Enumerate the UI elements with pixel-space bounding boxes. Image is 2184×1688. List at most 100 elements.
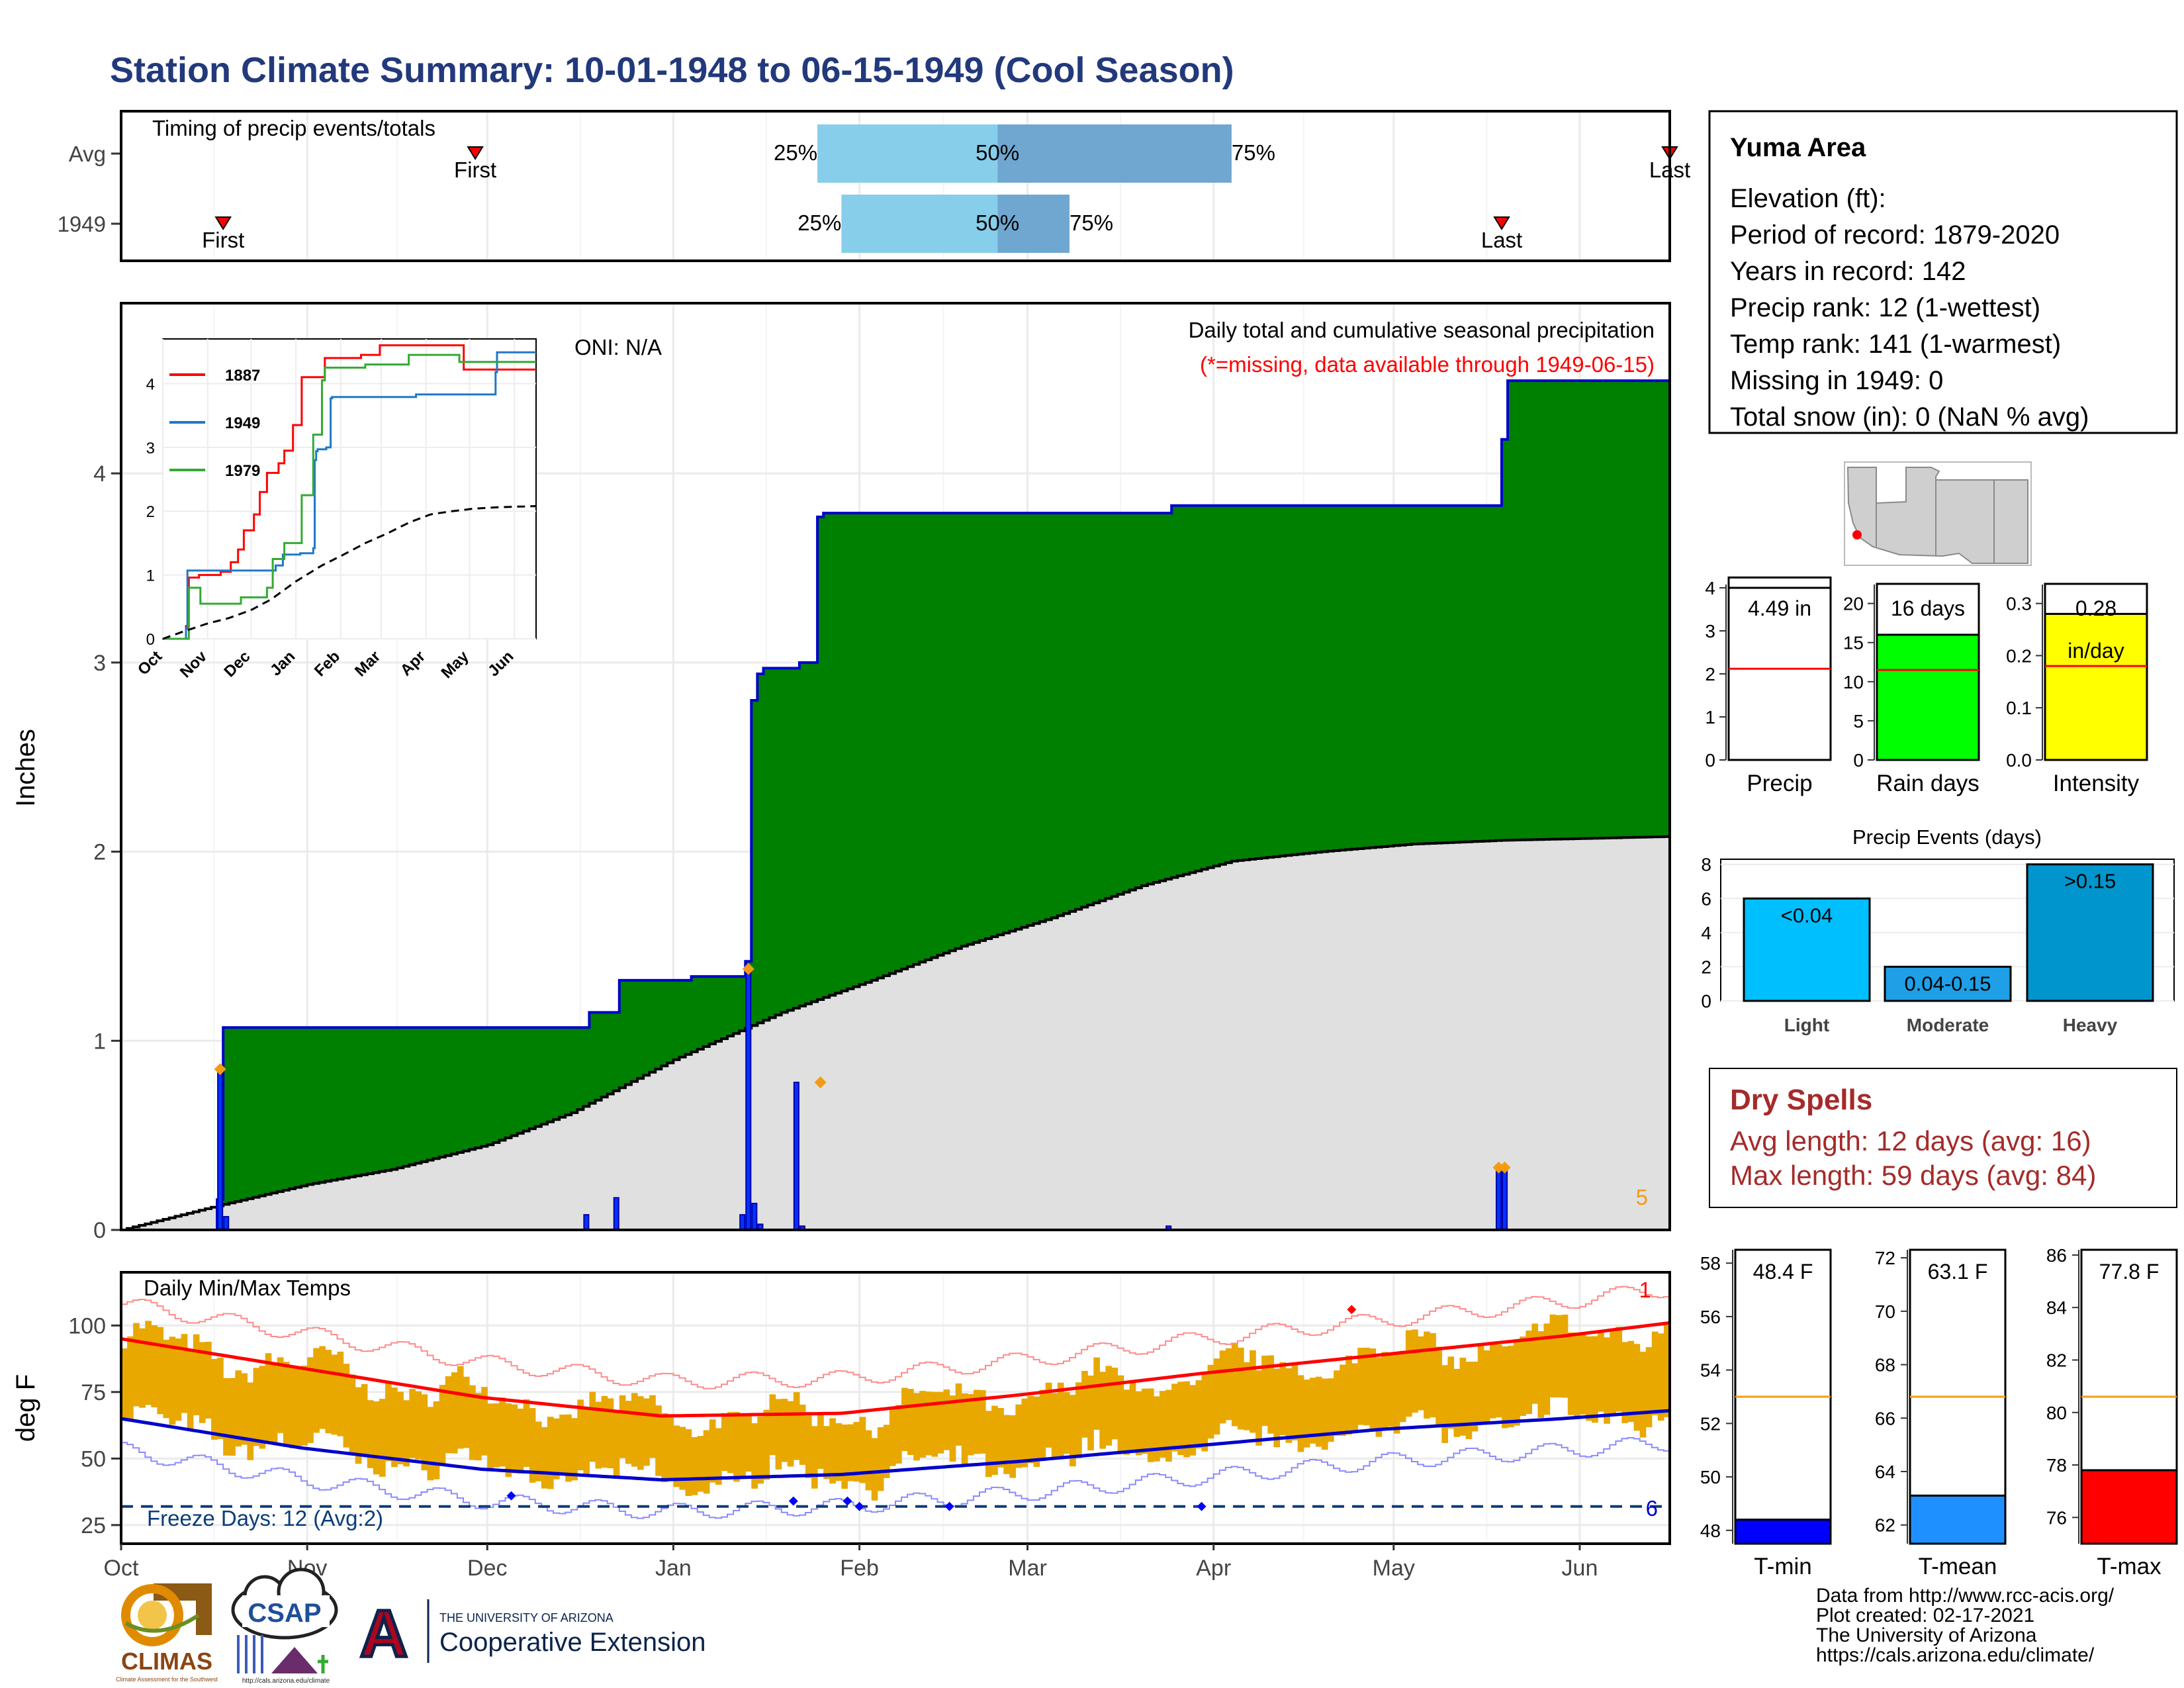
daily-temp-range-bar <box>835 1423 842 1481</box>
daily-temp-range-bar <box>1135 1391 1142 1456</box>
csap-logo: CSAP http://cals.arizona.edu/climate <box>231 1568 338 1685</box>
precip-y-tick-label: 0 <box>93 1218 106 1243</box>
daily-temp-range-bar <box>871 1438 878 1501</box>
daily-temp-range-bar <box>1621 1342 1629 1423</box>
daily-temp-range-bar <box>1663 1325 1670 1417</box>
quartile-band-25-50 <box>841 195 998 253</box>
daily-temp-range-bar <box>505 1403 512 1477</box>
missing-data-note: (*=missing, data available through 1949-… <box>1200 352 1655 377</box>
temp-bar-y-tick-label: 72 <box>1875 1248 1895 1268</box>
daily-temp-range-bar <box>1003 1415 1010 1474</box>
precip-panel: 0 1 2 3 4 Inches ONI: N/A Daily total and cu… <box>11 302 1671 1243</box>
daily-temp-range-bar <box>781 1399 788 1462</box>
daily-temp-range-bar <box>721 1413 728 1472</box>
inset-y-tick-label: 2 <box>146 503 155 521</box>
daily-temp-range-bar <box>367 1400 374 1468</box>
summary-y-tick-label: 0.0 <box>2006 750 2032 771</box>
daily-temp-range-bar <box>877 1427 884 1491</box>
figure-title: Station Climate Summary: 10-01-1948 to 0… <box>110 50 1234 90</box>
p25-label: 25% <box>797 211 841 235</box>
daily-temp-range-bar <box>157 1327 164 1415</box>
ua-name: THE UNIVERSITY OF ARIZONA <box>439 1611 614 1624</box>
daily-temp-range-bar <box>145 1321 152 1405</box>
daily-temp-range-bar <box>535 1421 542 1481</box>
credit-line: https://cals.arizona.edu/climate/ <box>1816 1644 2095 1666</box>
month-tick-label: Mar <box>1008 1556 1047 1581</box>
temp-bar-y-tick-label: 52 <box>1700 1413 1721 1434</box>
daily-temp-range-bar <box>1189 1385 1197 1456</box>
summary-y-tick-label: 0.2 <box>2006 645 2032 666</box>
daily-temp-range-bar <box>1075 1382 1082 1458</box>
daily-temp-range-bar <box>1237 1347 1244 1430</box>
temp-bar-y-tick-label: 58 <box>1700 1253 1721 1274</box>
precip-y-tick-label: 4 <box>93 461 106 487</box>
precip-events-chart: Precip Events (days) 0 2 4 6 8 <0.04 Light 0.04-… <box>1701 825 2175 1035</box>
events-bar-label: >0.15 <box>2064 870 2116 893</box>
temp-bar-y-tick-label: 86 <box>2046 1245 2067 1266</box>
record-low-marker <box>854 1501 864 1511</box>
daily-temp-range-bar <box>265 1353 272 1441</box>
daily-temp-range-bar <box>1177 1382 1184 1456</box>
daily-temp-range-bar <box>889 1406 896 1466</box>
daily-temp-range-bar <box>1514 1340 1520 1426</box>
daily-temp-range-bar <box>907 1389 914 1456</box>
daily-temp-range-bar <box>1387 1353 1394 1427</box>
daily-temp-range-bar <box>1154 1396 1160 1462</box>
daily-temp-range-bar <box>349 1374 356 1455</box>
daily-temp-range-bar <box>943 1389 950 1450</box>
daily-temp-range-bar <box>1129 1382 1136 1452</box>
record-max-count: 1 <box>1639 1278 1651 1302</box>
events-bar-heavy <box>2026 863 2154 1002</box>
daily-temp-range-bar <box>1502 1346 1508 1429</box>
daily-temp-range-bar <box>931 1391 938 1457</box>
daily-temp-range-bar <box>1334 1370 1340 1436</box>
events-bar-label: <0.04 <box>1781 904 1833 927</box>
events-category-label: Light <box>1784 1015 1829 1035</box>
daily-temp-range-bar <box>853 1422 860 1482</box>
month-tick-label: Dec <box>467 1556 507 1581</box>
daily-temp-range-bar <box>1430 1333 1436 1418</box>
daily-temp-range-bar <box>679 1427 686 1490</box>
daily-precip-bar <box>613 1197 619 1231</box>
station-info-box: Yuma Area Elevation (ft): Period of recor… <box>1708 110 2178 434</box>
daily-temp-range-bar <box>1081 1370 1088 1438</box>
daily-temp-range-bar <box>1424 1331 1430 1419</box>
inset-series-1887 <box>163 344 536 640</box>
daily-temp-range-bar <box>187 1348 194 1429</box>
inset-legend-label: 1887 <box>225 367 260 385</box>
daily-temp-range-bar <box>229 1378 236 1456</box>
summary-bar-category-label: Rain days <box>1876 771 1979 796</box>
daily-temp-range-bar <box>1021 1398 1028 1468</box>
daily-temp-range-bar <box>775 1399 782 1470</box>
daily-temp-range-bar <box>385 1381 392 1462</box>
station-info-line: Total snow (in): 0 (NaN % avg) <box>1730 402 2089 432</box>
daily-precip-bar <box>1495 1166 1502 1231</box>
summary-bar-value-label: 16 days <box>1891 596 1965 620</box>
temp-bar-value <box>1909 1494 2007 1545</box>
p75-label: 75% <box>1232 140 1275 165</box>
timing-row-label: 1949 <box>58 212 106 236</box>
temp-bar-y-tick-label: 80 <box>2046 1403 2067 1423</box>
daily-temp-range-bar <box>715 1428 722 1485</box>
daily-temp-range-bar <box>631 1393 638 1467</box>
dry-spells-box: Dry Spells Avg length: 12 days (avg: 16)… <box>1709 1068 2177 1208</box>
daily-temp-range-bar <box>283 1362 290 1447</box>
daily-temp-range-bar <box>1357 1348 1365 1425</box>
daily-temp-range-bar <box>217 1358 224 1439</box>
temp-bar-value <box>2080 1469 2178 1545</box>
precip-y-tick-label: 2 <box>93 840 106 865</box>
events-y-tick-label: 6 <box>1701 888 1711 909</box>
daily-temp-range-bar <box>1291 1363 1298 1440</box>
daily-temp-range-bar <box>1201 1374 1208 1452</box>
summary-y-tick-label: 0.1 <box>2006 698 2032 718</box>
daily-temp-range-bar <box>241 1373 248 1445</box>
daily-precip-bar <box>751 1203 758 1231</box>
daily-temp-range-bar <box>1267 1355 1274 1434</box>
daily-temp-range-bar <box>355 1387 362 1464</box>
daily-temp-range-bar <box>259 1366 266 1449</box>
temp-bar-y-tick-label: 50 <box>1700 1467 1721 1487</box>
summary-y-tick-label: 10 <box>1843 672 1864 692</box>
daily-temp-range-bar <box>1369 1348 1377 1430</box>
daily-temp-range-bar <box>667 1416 674 1480</box>
month-tick-label: May <box>1373 1556 1415 1581</box>
